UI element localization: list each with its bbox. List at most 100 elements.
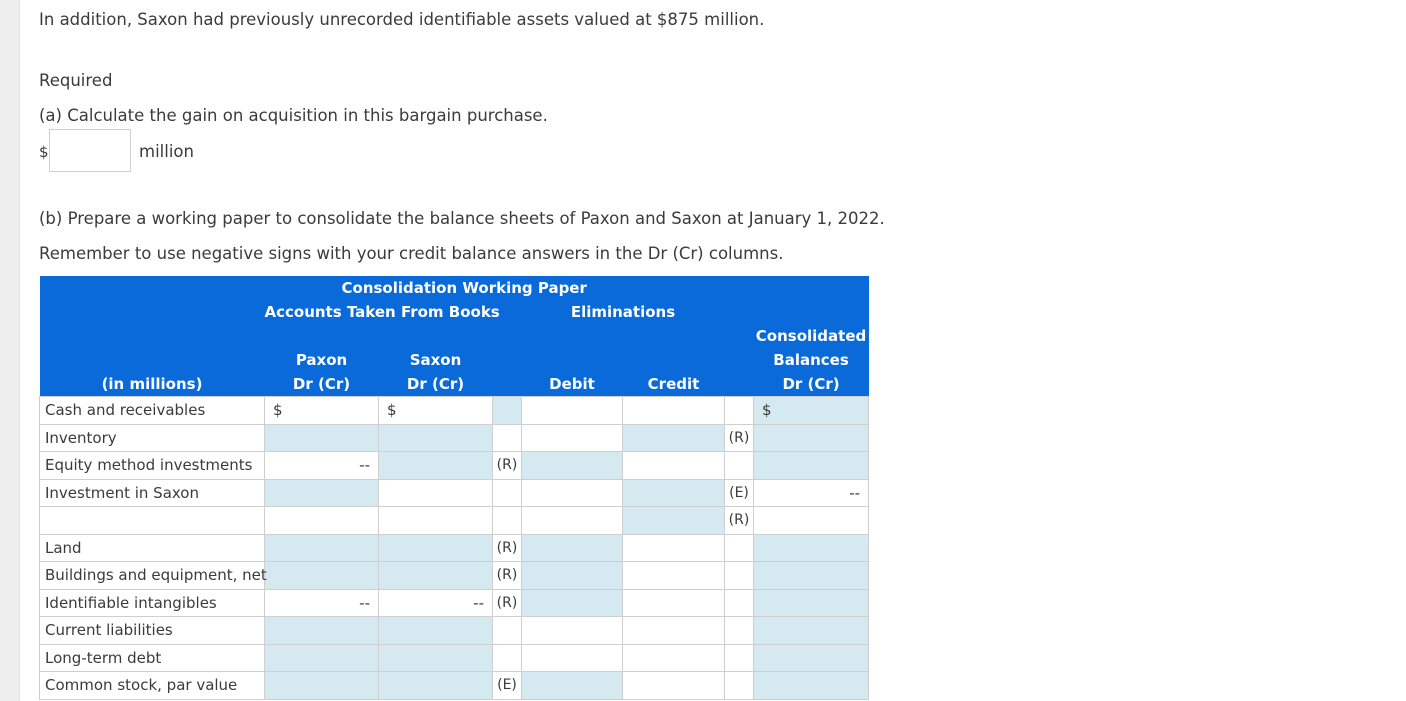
credit-cell[interactable] (622, 423, 725, 452)
debit-cell[interactable] (521, 561, 623, 590)
consolidated-cell[interactable] (752, 561, 870, 590)
table-row: Investment in Saxon (E) -- (39, 478, 870, 507)
debit-cell (521, 423, 623, 452)
credit-cell[interactable] (622, 506, 725, 535)
debit-cell (521, 478, 623, 507)
consolidated-cell[interactable] (752, 616, 870, 645)
credit-code-cell (724, 643, 754, 672)
row-label: Common stock, par value (39, 671, 265, 700)
table-row: Long-term debt (39, 643, 870, 672)
debit-cell[interactable] (521, 533, 623, 562)
credit-code-cell (724, 588, 754, 617)
table-row: Identifiable intangibles -- -- (R) (39, 588, 870, 617)
credit-cell (622, 643, 725, 672)
credit-code-cell (724, 533, 754, 562)
consolidated-cell[interactable]: $ (752, 396, 870, 425)
debit-cell (521, 616, 623, 645)
debit-code-cell: (R) (492, 533, 522, 562)
table-row: Common stock, par value (E) (39, 671, 870, 700)
debit-cell[interactable] (521, 588, 623, 617)
debit-code-cell (492, 506, 522, 535)
paxon-cell: -- (264, 588, 379, 617)
saxon-cell (378, 478, 493, 507)
row-label: Long-term debt (39, 643, 265, 672)
row-label: Land (39, 533, 265, 562)
credit-cell (622, 616, 725, 645)
paxon-cell[interactable] (264, 616, 379, 645)
credit-cell[interactable] (622, 478, 725, 507)
consolidated-cell[interactable] (752, 588, 870, 617)
currency-symbol: $ (39, 143, 49, 161)
left-gutter (0, 0, 20, 701)
saxon-cell[interactable] (378, 561, 493, 590)
paxon-cell[interactable] (264, 533, 379, 562)
paxon-drcr-header: Dr (Cr) (264, 372, 379, 397)
debit-code-cell: (R) (492, 451, 522, 480)
table-row: Cash and receivables $ $ $ (39, 396, 870, 425)
consolidated-cell: -- (752, 478, 870, 507)
credit-code-cell (724, 396, 754, 425)
debit-code-cell: (E) (492, 671, 522, 700)
credit-cell (622, 533, 725, 562)
debit-code-cell (492, 616, 522, 645)
consolidated-cell[interactable] (752, 451, 870, 480)
saxon-cell[interactable] (378, 616, 493, 645)
paxon-cell[interactable] (264, 671, 379, 700)
credit-code-cell (724, 561, 754, 590)
table-row: Equity method investments -- (R) (39, 451, 870, 480)
debit-cell[interactable] (521, 671, 623, 700)
saxon-cell[interactable] (378, 671, 493, 700)
paxon-cell[interactable] (264, 643, 379, 672)
paxon-cell[interactable] (264, 478, 379, 507)
paxon-cell: $ (264, 396, 379, 425)
saxon-cell: -- (378, 588, 493, 617)
debit-cell (521, 506, 623, 535)
debit-code-cell (492, 643, 522, 672)
debit-code-cell (492, 423, 522, 452)
credit-code-cell: (E) (724, 478, 754, 507)
credit-cell (622, 451, 725, 480)
credit-cell (622, 588, 725, 617)
row-label: Identifiable intangibles (39, 588, 265, 617)
debit-header: Debit (521, 372, 623, 397)
saxon-cell[interactable] (378, 451, 493, 480)
paxon-cell (264, 506, 379, 535)
eliminations-group-header: Eliminations (492, 300, 754, 324)
row-label: Inventory (39, 423, 265, 452)
debit-code-cell[interactable] (492, 396, 522, 425)
saxon-drcr-header: Dr (Cr) (378, 372, 493, 397)
gain-answer-input[interactable] (49, 129, 131, 172)
consolidated-header-1: Consolidated (753, 324, 869, 348)
row-label: Buildings and equipment, net (39, 561, 267, 590)
in-millions-header: (in millions) (39, 372, 265, 397)
saxon-cell[interactable] (378, 423, 493, 452)
debit-code-cell: (R) (492, 588, 522, 617)
consolidated-cell[interactable] (752, 671, 870, 700)
debit-code-cell: (R) (492, 561, 522, 590)
credit-code-cell: (R) (724, 423, 754, 452)
saxon-cell (378, 506, 493, 535)
paxon-cell[interactable] (264, 423, 379, 452)
saxon-cell[interactable] (378, 643, 493, 672)
consolidated-cell[interactable] (752, 533, 870, 562)
part-a-question: (a) Calculate the gain on acquisition in… (39, 106, 548, 125)
table-row: Current liabilities (39, 616, 870, 645)
credit-cell (622, 561, 725, 590)
row-label (39, 506, 265, 535)
saxon-cell: $ (378, 396, 493, 425)
credit-header: Credit (622, 372, 725, 397)
saxon-cell[interactable] (378, 533, 493, 562)
paxon-cell[interactable] (264, 561, 379, 590)
consolidated-cell[interactable] (752, 643, 870, 672)
consolidation-working-paper: Consolidation Working Paper Accounts Tak… (39, 276, 870, 700)
part-b-question: (b) Prepare a working paper to consolida… (39, 209, 885, 228)
debit-code-cell (492, 478, 522, 507)
debit-cell[interactable] (521, 451, 623, 480)
debit-cell (521, 396, 623, 425)
debit-cell (521, 643, 623, 672)
consolidated-drcr-header: Dr (Cr) (753, 372, 869, 397)
unit-label: million (139, 142, 194, 161)
consolidated-cell[interactable] (752, 423, 870, 452)
consolidated-cell (752, 506, 870, 535)
consolidated-header-2: Balances (753, 348, 869, 372)
